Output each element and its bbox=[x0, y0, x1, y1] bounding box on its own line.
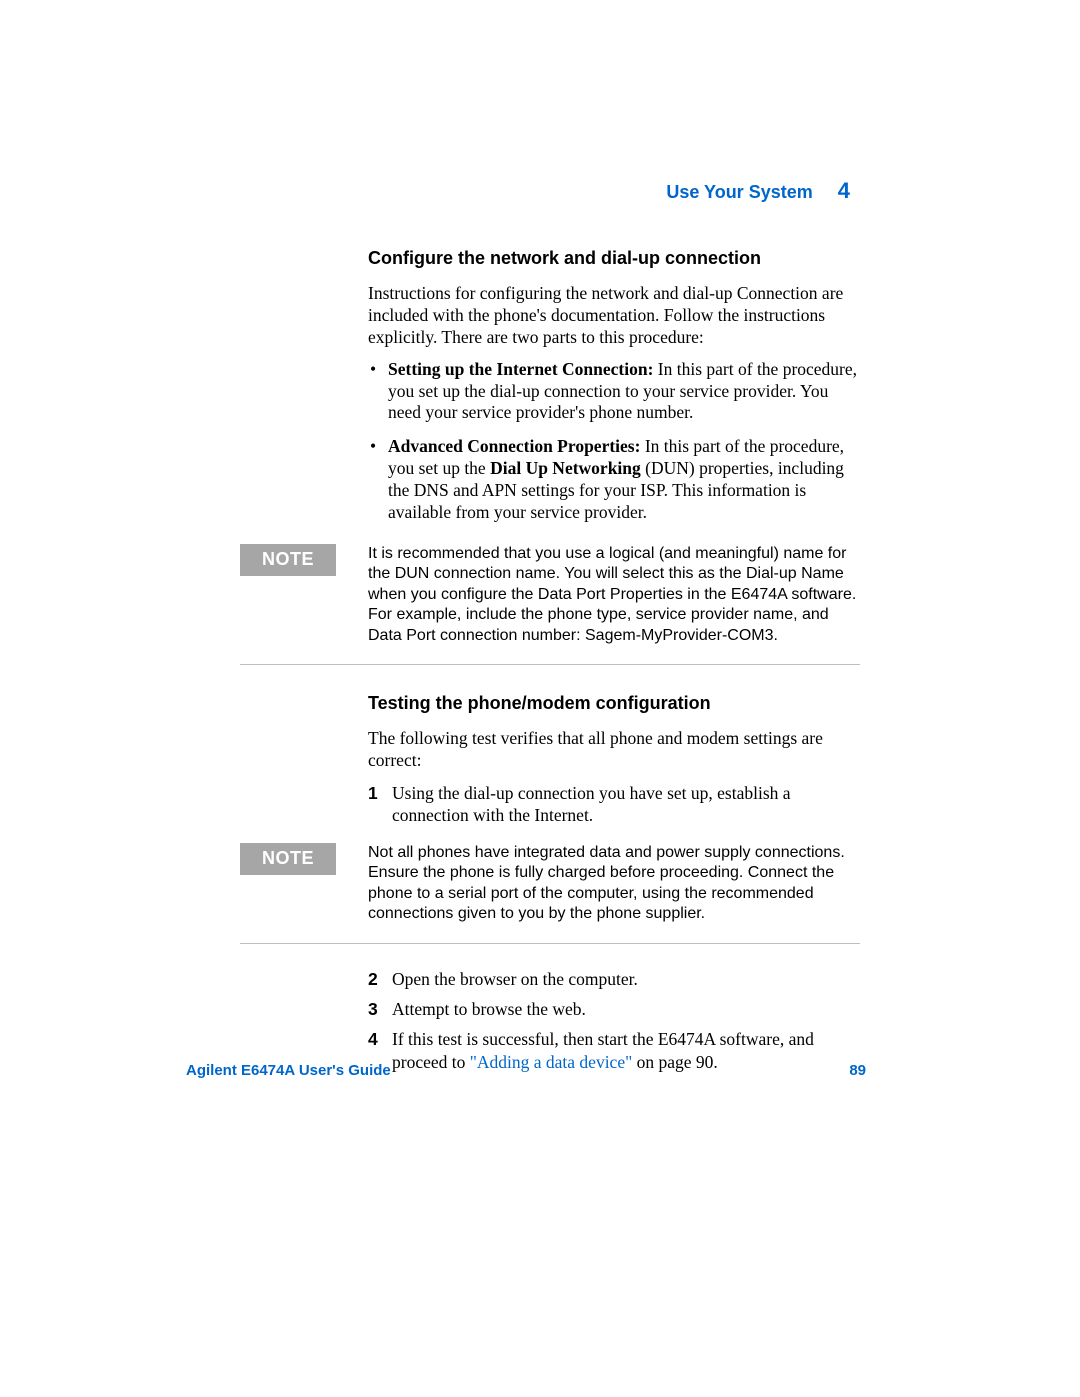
note-badge: NOTE bbox=[240, 544, 336, 576]
section2-intro: The following test verifies that all pho… bbox=[368, 728, 860, 772]
step-text: Open the browser on the computer. bbox=[392, 969, 638, 989]
step-number: 2 bbox=[368, 968, 378, 990]
section-configure: Configure the network and dial-up connec… bbox=[368, 248, 860, 524]
steps-after-list: 2 Open the browser on the computer. 3 At… bbox=[368, 968, 860, 1074]
page-footer: Agilent E6474A User's Guide 89 bbox=[186, 1062, 866, 1079]
header-section-number: 4 bbox=[838, 178, 850, 203]
page-header: Use Your System 4 bbox=[666, 178, 850, 204]
step-text: Attempt to browse the web. bbox=[392, 999, 586, 1019]
note-block-1: NOTE It is recommended that you use a lo… bbox=[240, 544, 860, 665]
section1-heading: Configure the network and dial-up connec… bbox=[368, 248, 860, 269]
footer-page-number: 89 bbox=[849, 1062, 866, 1079]
section2-heading: Testing the phone/modem configuration bbox=[368, 693, 860, 714]
steps-after: 2 Open the browser on the computer. 3 At… bbox=[368, 968, 860, 1074]
footer-guide-title: Agilent E6474A User's Guide bbox=[186, 1062, 391, 1079]
note-badge: NOTE bbox=[240, 843, 336, 875]
bullet-lead: Setting up the Internet Connection: bbox=[388, 359, 653, 379]
bullet-item: Advanced Connection Properties: In this … bbox=[368, 436, 860, 524]
note-text: Not all phones have integrated data and … bbox=[368, 843, 860, 925]
step-number: 4 bbox=[368, 1028, 378, 1050]
section-testing: Testing the phone/modem configuration Th… bbox=[368, 693, 860, 827]
page: Use Your System 4 Configure the network … bbox=[0, 0, 1080, 1397]
section1-bullets: Setting up the Internet Connection: In t… bbox=[368, 359, 860, 524]
note-text: It is recommended that you use a logical… bbox=[368, 544, 860, 646]
section1-intro: Instructions for configuring the network… bbox=[368, 283, 860, 349]
bullet-inner-bold: Dial Up Networking bbox=[490, 458, 641, 478]
list-item: 2 Open the browser on the computer. bbox=[368, 968, 860, 990]
header-section-title: Use Your System bbox=[666, 182, 812, 202]
list-item: 1 Using the dial-up connection you have … bbox=[368, 782, 860, 827]
list-item: 3 Attempt to browse the web. bbox=[368, 998, 860, 1020]
step-number: 3 bbox=[368, 998, 378, 1020]
step-text: Using the dial-up connection you have se… bbox=[392, 783, 791, 825]
bullet-lead: Advanced Connection Properties: bbox=[388, 436, 640, 456]
content-area: Configure the network and dial-up connec… bbox=[240, 248, 860, 1081]
bullet-item: Setting up the Internet Connection: In t… bbox=[368, 359, 860, 425]
note-block-2: NOTE Not all phones have integrated data… bbox=[240, 843, 860, 944]
section2-step1-list: 1 Using the dial-up connection you have … bbox=[368, 782, 860, 827]
step-number: 1 bbox=[368, 782, 378, 804]
